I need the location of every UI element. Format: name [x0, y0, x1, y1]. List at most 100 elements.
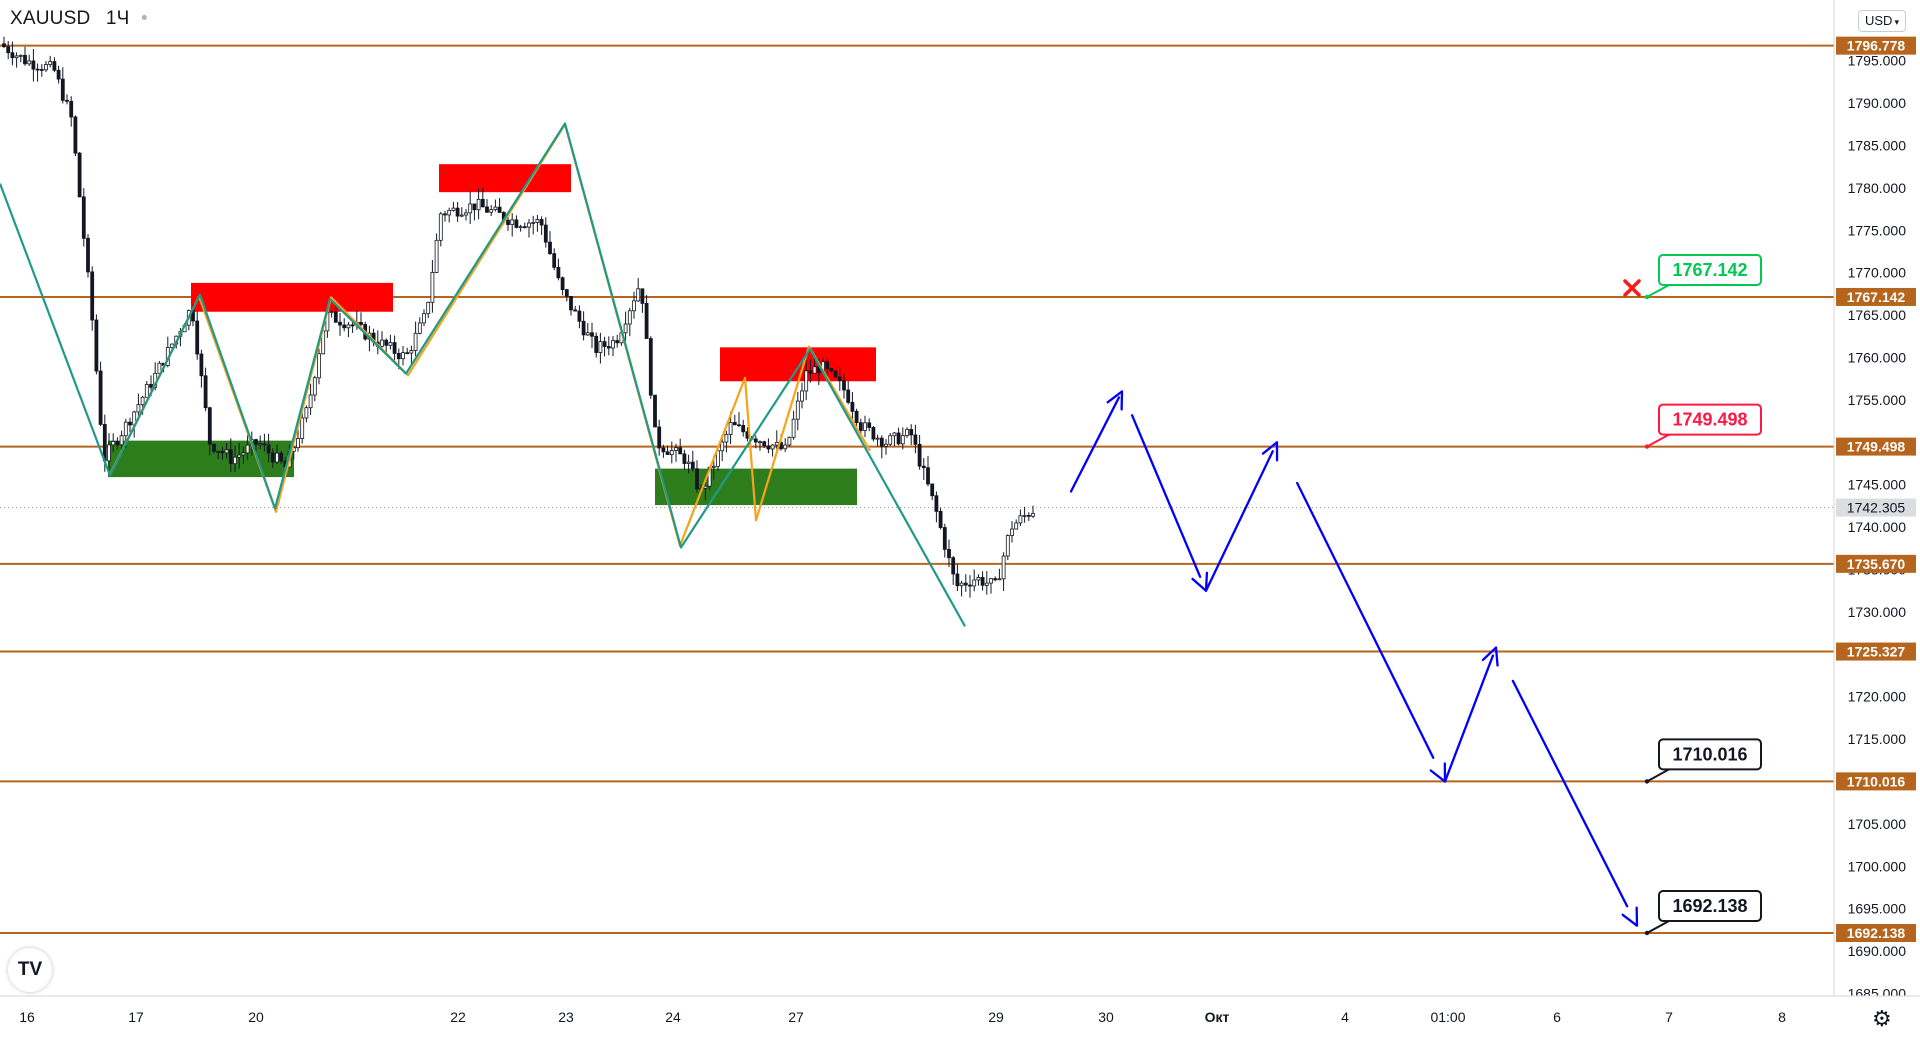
candle: [921, 458, 926, 481]
price-tick-label: 1740.000: [1848, 519, 1907, 535]
candle: [846, 380, 851, 405]
candle: [86, 234, 90, 278]
candle-body-down: [938, 510, 943, 528]
candle: [1005, 534, 1010, 561]
symbol-header[interactable]: XAUUSD 1Ч •: [10, 8, 148, 30]
supply-zone[interactable]: [439, 164, 571, 193]
candle: [401, 345, 405, 366]
candle-body-up: [447, 209, 452, 216]
supply-zone[interactable]: [720, 347, 876, 382]
candle-body-up: [317, 353, 321, 379]
level-price-tag[interactable]: 1796.778: [1836, 36, 1916, 55]
gear-icon[interactable]: ⚙: [1872, 1006, 1892, 1031]
candle-body-down: [867, 422, 872, 428]
level-price-tag[interactable]: 1767.142: [1836, 287, 1916, 306]
time-axis-background[interactable]: [0, 996, 1920, 1040]
forecast-segment[interactable]: [1069, 396, 1121, 493]
forecast-segment[interactable]: [1511, 679, 1629, 908]
teal-zigzag-line[interactable]: [0, 122, 966, 627]
candle-body-down: [228, 449, 233, 465]
callout-label: 1710.016: [1672, 744, 1747, 764]
candle-body-up: [989, 578, 993, 584]
forecast-segment[interactable]: [1296, 481, 1435, 759]
forecast-segment[interactable]: [1204, 450, 1274, 592]
price-callout[interactable]: 1692.138: [1644, 890, 1762, 936]
candle: [258, 435, 263, 450]
candle-body-up: [1014, 522, 1019, 530]
candle-body-down: [73, 116, 78, 154]
candle-body-down: [766, 445, 771, 450]
candle: [753, 435, 758, 449]
candle-body-up: [14, 55, 19, 59]
price-tick-label: 1785.000: [1848, 138, 1907, 154]
level-price-tag[interactable]: 1749.498: [1836, 437, 1916, 456]
candle: [737, 412, 741, 427]
candle-body-down: [31, 60, 36, 70]
candle: [682, 449, 687, 470]
level-price-tag-label: 1725.327: [1847, 644, 1906, 660]
candle-body-down: [195, 320, 200, 355]
candle: [548, 231, 552, 255]
tradingview-logo-icon[interactable]: TV: [8, 948, 52, 992]
candle-body-up: [1022, 514, 1027, 517]
candle: [527, 219, 531, 238]
candle-body-up: [510, 219, 515, 225]
candle: [497, 198, 502, 213]
candle: [65, 94, 69, 105]
forecast-segment[interactable]: [1443, 654, 1495, 783]
candle-body-up: [724, 434, 729, 443]
candle: [228, 438, 233, 473]
candle: [963, 574, 968, 592]
candle-body-down: [396, 353, 401, 360]
price-tick-label: 1770.000: [1848, 265, 1907, 281]
candle-body-down: [858, 422, 863, 431]
candle: [892, 431, 897, 447]
candle-body-down: [556, 266, 561, 279]
candle-body-down: [543, 224, 548, 243]
candle-body-down: [842, 380, 846, 391]
candle: [741, 419, 746, 437]
candle-body-up: [535, 219, 540, 223]
price-callout[interactable]: 1749.498: [1644, 403, 1762, 449]
candle-body-down: [1026, 514, 1031, 517]
candle-body-down: [808, 370, 813, 374]
price-callout[interactable]: 1710.016: [1644, 738, 1762, 784]
candle: [73, 115, 78, 156]
candle: [804, 359, 809, 401]
candle-body-down: [207, 407, 212, 445]
price-axis-background[interactable]: [1834, 0, 1920, 996]
currency-selector[interactable]: USD ▾: [1858, 10, 1906, 32]
candle: [783, 438, 788, 452]
level-price-tag[interactable]: 1692.138: [1836, 924, 1916, 942]
candle-body-up: [787, 436, 792, 446]
candle: [611, 336, 615, 357]
forecast-arrowhead: [1621, 906, 1639, 927]
demand-zone[interactable]: [655, 468, 857, 506]
candle: [959, 580, 964, 597]
level-price-tag[interactable]: 1735.670: [1836, 554, 1916, 573]
candle: [661, 444, 666, 458]
price-callout[interactable]: 1767.142: [1644, 253, 1762, 300]
candle: [426, 301, 431, 319]
level-price-tag[interactable]: 1710.016: [1836, 772, 1916, 791]
candle-body-down: [879, 437, 884, 447]
candle-body-down: [993, 578, 998, 581]
current-price-tag[interactable]: 1742.305: [1836, 498, 1916, 517]
forecast-segment[interactable]: [1130, 414, 1202, 578]
candle-body-up: [863, 422, 867, 431]
candle: [770, 444, 775, 457]
demand-zone[interactable]: [108, 440, 294, 478]
level-price-tag[interactable]: 1725.327: [1836, 642, 1916, 661]
candle: [606, 336, 611, 356]
candle: [245, 433, 250, 460]
candle-body-down: [69, 100, 74, 118]
candle: [926, 455, 930, 487]
candle-body-up: [489, 209, 494, 213]
candle: [829, 367, 834, 374]
candle: [27, 54, 32, 67]
candle: [199, 349, 204, 388]
time-tick-label: 16: [19, 1009, 35, 1025]
candle-body-up: [438, 213, 443, 241]
supply-zone[interactable]: [191, 282, 393, 312]
